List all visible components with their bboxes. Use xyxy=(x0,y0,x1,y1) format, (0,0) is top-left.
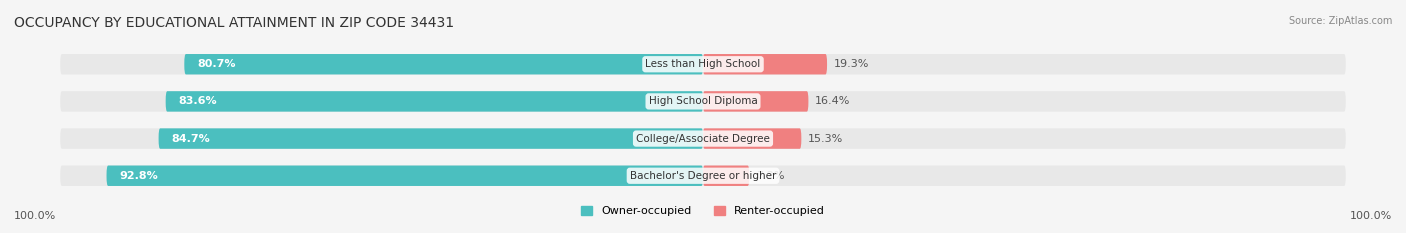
Text: Less than High School: Less than High School xyxy=(645,59,761,69)
Text: 100.0%: 100.0% xyxy=(14,211,56,221)
Text: Source: ZipAtlas.com: Source: ZipAtlas.com xyxy=(1288,16,1392,26)
FancyBboxPatch shape xyxy=(703,54,827,75)
Text: 83.6%: 83.6% xyxy=(179,96,217,106)
FancyBboxPatch shape xyxy=(703,128,801,149)
Text: 100.0%: 100.0% xyxy=(1350,211,1392,221)
FancyBboxPatch shape xyxy=(159,128,703,149)
Text: High School Diploma: High School Diploma xyxy=(648,96,758,106)
Text: 84.7%: 84.7% xyxy=(172,134,211,144)
FancyBboxPatch shape xyxy=(60,91,1346,112)
FancyBboxPatch shape xyxy=(60,165,1346,186)
FancyBboxPatch shape xyxy=(166,91,703,112)
Text: 15.3%: 15.3% xyxy=(808,134,844,144)
Legend: Owner-occupied, Renter-occupied: Owner-occupied, Renter-occupied xyxy=(576,202,830,221)
FancyBboxPatch shape xyxy=(107,165,703,186)
FancyBboxPatch shape xyxy=(703,91,808,112)
Text: 16.4%: 16.4% xyxy=(815,96,851,106)
FancyBboxPatch shape xyxy=(60,128,1346,149)
Text: 80.7%: 80.7% xyxy=(197,59,236,69)
Text: College/Associate Degree: College/Associate Degree xyxy=(636,134,770,144)
FancyBboxPatch shape xyxy=(703,165,749,186)
Text: OCCUPANCY BY EDUCATIONAL ATTAINMENT IN ZIP CODE 34431: OCCUPANCY BY EDUCATIONAL ATTAINMENT IN Z… xyxy=(14,16,454,30)
Text: 19.3%: 19.3% xyxy=(834,59,869,69)
Text: 92.8%: 92.8% xyxy=(120,171,157,181)
Text: Bachelor's Degree or higher: Bachelor's Degree or higher xyxy=(630,171,776,181)
FancyBboxPatch shape xyxy=(60,54,1346,75)
Text: 7.2%: 7.2% xyxy=(755,171,785,181)
FancyBboxPatch shape xyxy=(184,54,703,75)
